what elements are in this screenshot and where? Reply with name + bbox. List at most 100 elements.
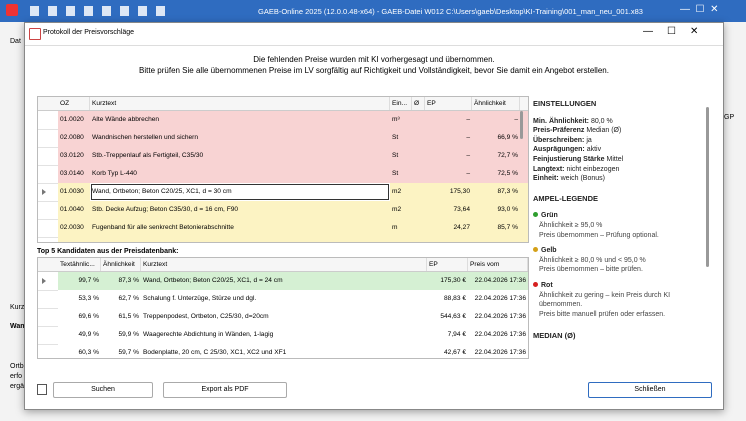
dialog: Protokoll der Preisvorschläge —☐✕ Die fe… (24, 22, 724, 410)
dialog-controls[interactable]: —☐✕ (643, 26, 713, 37)
table-cell: – (466, 134, 470, 141)
close-button[interactable]: Schließen (588, 382, 712, 398)
setting: Überschreiben: ja (533, 136, 713, 146)
table-cell: 22.04.2026 17:36 (474, 295, 526, 302)
side-label: ergä (10, 383, 25, 390)
table-cell: 99,7 % (78, 277, 99, 284)
legend-dot (533, 212, 538, 218)
table-cell: 22.04.2026 17:36 (474, 331, 526, 338)
positions-table[interactable]: OZ Kurztext Ein... Ø EP Ähnlichkeit 01.0020 Alt… (37, 96, 529, 243)
scrollbar[interactable] (520, 111, 523, 139)
message-line: Die fehlenden Preise wurden mit KI vorhe… (253, 55, 495, 64)
table-cell: – (514, 116, 518, 123)
table-cell: m2 (390, 237, 412, 242)
table-row[interactable]: 01.0020 Alte Wände abbrechen m³ – – (38, 111, 528, 130)
legend-text: Ähnlichkeit zu gering – kein Preis durch… (539, 291, 671, 309)
table-cell: 42,67 € (444, 349, 466, 356)
scrollbar[interactable] (706, 107, 709, 267)
row-fill (58, 147, 528, 165)
table-cell: 22.04.2026 17:36 (474, 277, 526, 284)
setting-value: weich (Bonus) (560, 175, 605, 183)
side-label: Ortb (10, 363, 24, 370)
legend-item: Rot (533, 281, 713, 291)
table-cell: 175,30 (449, 188, 470, 195)
table-cell: 91,5 % (472, 237, 520, 242)
column-header: Ein... (390, 97, 412, 110)
table-row[interactable]: 69,6 % 61,5 % Treppenpodest, Ortbeton, C25… (38, 308, 528, 327)
row-indicator (42, 278, 46, 284)
setting-value: nicht einbezogen (566, 165, 620, 173)
legend-name: Gelb (541, 247, 557, 255)
table-row[interactable]: 60,3 % 59,7 % Bodenplatte, 20 cm, C 25/30,… (38, 344, 528, 358)
table-cell: Waagerechte Abdichtung in Wänden, 1-lagi… (143, 331, 274, 338)
legend-item: Grün (533, 211, 713, 221)
table-cell: Stb.-Treppenlauf als Fertigteil, C35/30 (92, 152, 204, 159)
header-row (38, 258, 528, 272)
table-row[interactable]: 53,3 % 62,7 % Schalung f. Unterzüge, Stürz… (38, 290, 528, 309)
copy-icon[interactable] (37, 384, 47, 395)
table-cell: 22.04.2026 17:36 (474, 349, 526, 356)
table-row[interactable]: 03.0070Stb.-Decke mit Vordach, C35/30, d… (38, 237, 528, 242)
table-row[interactable]: 99,7 % 87,3 % Wand, Ortbeton; Beton C20/25… (38, 272, 528, 291)
candidates-table[interactable]: Textähnlic... Ähnlichkeit Kurztext EP Preis … (37, 257, 529, 359)
table-cell: 175,30 € (440, 277, 466, 284)
settings-title: EINSTELLUNGEN (533, 99, 597, 108)
row-indicator (42, 189, 46, 195)
table-cell: 01.0040 (60, 206, 84, 213)
window-controls[interactable]: — ☐ ✕ (680, 4, 719, 15)
table-cell: – (466, 116, 470, 123)
table-cell: 88,83 € (444, 295, 466, 302)
table-cell: 02.0030 (60, 224, 84, 231)
table-cell (412, 201, 425, 219)
search-button[interactable]: Suchen (53, 382, 153, 398)
table-row[interactable]: 01.0040 Stb. Decke Aufzug; Beton C35/30, … (38, 201, 528, 220)
table-cell: St (392, 170, 399, 177)
legend-text: Preis übernommen – Prüfung optional. (539, 231, 659, 239)
table-cell: 60,3 % (78, 349, 99, 356)
legend-name: Rot (541, 281, 553, 289)
table-cell: 03.0140 (60, 170, 84, 177)
setting-value: Mittel (606, 155, 624, 163)
table-cell (412, 237, 425, 242)
legend-item: Gelb (533, 246, 713, 256)
table-row[interactable]: 01.0030 Wand, Ortbeton; Beton C20/25, XC1… (38, 183, 528, 202)
table-row[interactable]: 02.0030 Fugenband für alle senkrecht Beto… (38, 219, 528, 238)
table-cell: Fugenband für alle senkrecht Betonierabs… (92, 224, 234, 231)
table-cell (412, 165, 425, 183)
table-cell: 85,7 % (497, 224, 518, 231)
legend-dot (533, 247, 538, 253)
row-fill (58, 344, 528, 358)
table-cell: Stb. Decke Aufzug; Beton C35/30, d = 16 … (92, 206, 239, 213)
table-row[interactable]: 03.0120 Stb.-Treppenlauf als Fertigteil, … (38, 147, 528, 166)
export-button[interactable]: Export als PDF (163, 382, 287, 398)
info-panel: EINSTELLUNGEN Min. Ähnlichkeit: 80,0 % Pre… (533, 93, 713, 357)
table-row[interactable]: 49,9 % 59,9 % Waagerechte Abdichtung in Wä… (38, 326, 528, 345)
table-row[interactable]: 03.0140 Korb Typ L-440 St – 72,5 % (38, 165, 528, 184)
table-cell (412, 219, 425, 237)
legend-text: Preis bitte manuell prüfen oder erfassen… (539, 310, 666, 318)
setting-value: 80,0 % (590, 117, 613, 125)
row-fill (58, 308, 528, 326)
table-cell: 7,94 € (447, 331, 466, 338)
table-cell: 69,6 % (78, 313, 99, 320)
table-cell: m³ (392, 116, 400, 123)
table-cell: Wand, Ortbeton; Beton C20/25, XC1, d = 3… (90, 183, 390, 201)
table-cell: Schalung f. Unterzüge, Stürze und dgl. (143, 295, 257, 302)
table-cell (412, 129, 425, 147)
table-cell: 02.0080 (60, 134, 84, 141)
side-label: Dat (10, 38, 21, 45)
table-cell: 93,0 % (497, 206, 518, 213)
table-cell: 59,9 % (118, 331, 139, 338)
window-title: GAEB-Online 2025 (12.0.0.48-x64) - GAEB-… (258, 7, 643, 16)
column-header: Textähnlic... (58, 258, 101, 271)
dialog-icon (29, 28, 41, 40)
side-label: Kurz (10, 304, 25, 311)
table-row[interactable]: 02.0080 Wandnischen herstellen und sicher… (38, 129, 528, 148)
row-fill (58, 326, 528, 344)
setting-label: Preis-Präferenz (533, 127, 585, 135)
table-cell: m2 (392, 188, 402, 195)
row-fill (58, 290, 528, 308)
legend-text: Ähnlichkeit ≥ 80,0 % und < 95,0 % (539, 256, 646, 264)
table-cell: 24,27 (453, 224, 470, 231)
table-cell: 72,7 % (497, 152, 518, 159)
